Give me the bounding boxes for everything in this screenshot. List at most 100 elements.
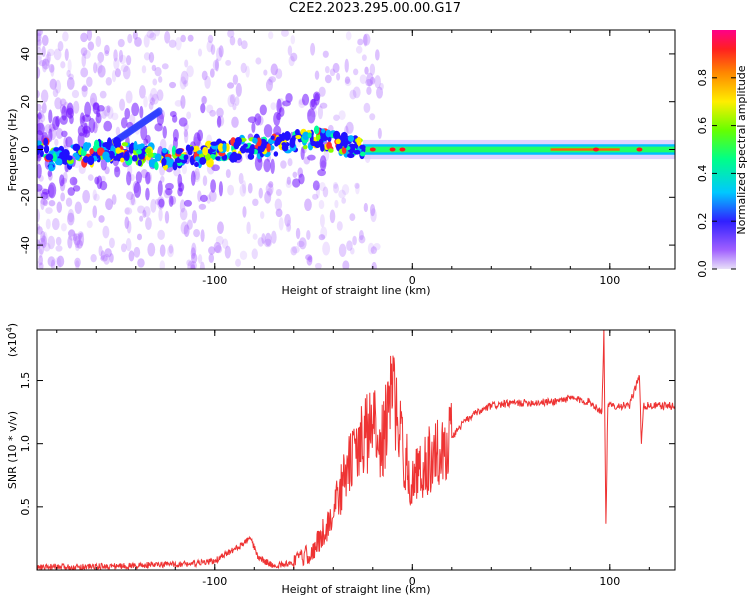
spectrogram-ridge-blob	[82, 155, 89, 163]
spectrogram-panel: -100 0 100 -40 -20 0 20 40 Height of straight …	[6, 29, 676, 297]
snr-multiplier: (x104)	[5, 323, 19, 357]
spectrogram-noise-dot	[48, 200, 56, 207]
spectrogram-noise-dot	[93, 193, 100, 202]
spectrogram-noise-dot	[67, 229, 76, 237]
spectrogram-noise-dot	[242, 206, 247, 218]
spectrogram-ridge-blob	[343, 140, 348, 149]
spectrogram-noise-dot	[37, 38, 42, 46]
spectrogram-noise-dot	[148, 101, 154, 110]
spectrogram-blob	[254, 113, 262, 126]
spectrogram-noise-dot	[93, 62, 98, 74]
spectrogram-band-core	[550, 148, 620, 151]
spectrogram-blob	[77, 132, 85, 148]
spectrogram-noise-dot	[109, 237, 115, 249]
spectrogram-noise-dot	[60, 192, 66, 202]
spectrogram-noise-dot	[304, 198, 312, 212]
spectrogram-noise-dot	[218, 45, 224, 58]
spectrogram-blob	[61, 130, 68, 138]
spectrogram-noise-dot	[64, 48, 69, 61]
spectrogram-noise-dot	[119, 54, 127, 65]
spectrogram-noise-dot	[40, 198, 48, 205]
spectrogram-noise-dot	[150, 198, 157, 213]
spectrogram-noise-dot	[124, 207, 130, 215]
spectrogram-noise-dot	[265, 78, 273, 92]
spectrogram-ridge-blob	[87, 155, 95, 166]
spectrogram-noise-dot	[127, 33, 133, 44]
spectrogram-noise-dot	[194, 168, 200, 181]
spectrogram-noise-dot	[319, 102, 328, 109]
spectrogram-noise-dot	[280, 160, 287, 169]
spectrogram-noise-dot	[78, 232, 85, 247]
spectrogram-x-tick-label: 100	[599, 274, 620, 287]
spectrogram-noise-dot	[191, 252, 198, 264]
spectrogram-ridge-blob	[202, 146, 209, 156]
spectrogram-noise-dot	[114, 68, 121, 78]
spectrogram-ridge-blob	[147, 152, 154, 158]
spectrogram-noise-dot	[268, 76, 277, 83]
spectrogram-noise-dot	[333, 183, 340, 194]
spectrogram-noise-dot	[54, 138, 59, 147]
spectrogram-noise-dot	[37, 30, 42, 40]
spectrogram-ridge-blob	[217, 143, 225, 152]
spectrogram-noise-dot	[137, 205, 145, 214]
spectrogram-blob	[48, 109, 53, 124]
spectrogram-noise-dot	[126, 191, 134, 201]
spectrogram-blob	[200, 103, 206, 114]
spectrogram-ridge-blob	[325, 129, 332, 138]
spectrogram-noise-dot	[37, 39, 42, 49]
spectrogram-noise-dot	[60, 61, 66, 69]
spectrogram-ridge-blob	[154, 153, 162, 162]
spectrogram-noise-dot	[329, 68, 336, 77]
spectrogram-noise-dot	[42, 199, 48, 207]
spectrogram-ridge-blob	[102, 151, 110, 161]
colorbar-tick-label: 0.8	[696, 69, 709, 87]
spectrogram-ridge-blob	[335, 138, 341, 145]
spectrogram-noise-dot	[38, 262, 44, 269]
spectrogram-ridge-blob	[295, 134, 302, 140]
spectrogram-noise-dot	[67, 235, 73, 249]
spectrogram-noise-dot	[96, 61, 103, 74]
spectrogram-noise-dot	[180, 95, 186, 109]
spectrogram-noise-dot	[115, 126, 121, 136]
spectrogram-blob	[92, 102, 100, 110]
spectrogram-x-tick-label: -100	[202, 274, 227, 287]
spectrogram-noise-dot	[86, 30, 93, 41]
spectrogram-ridge-blob	[123, 151, 130, 162]
spectrogram-noise-dot	[353, 68, 359, 76]
spectrogram-noise-dot	[312, 193, 319, 200]
spectrogram-noise-dot	[201, 70, 208, 81]
spectrogram-noise-dot	[113, 57, 120, 70]
spectrogram-noise-dot	[95, 35, 102, 48]
spectrogram-noise-dot	[324, 74, 332, 84]
spectrogram-noise-dot	[46, 51, 52, 63]
spectrogram-noise-dot	[106, 105, 111, 113]
spectrogram-ridge-blob	[51, 153, 58, 162]
spectrogram-noise-dot	[186, 259, 192, 267]
spectrogram-noise-dot	[290, 246, 298, 256]
spectrogram-blob	[317, 169, 326, 177]
spectrogram-noise-dot	[81, 53, 87, 68]
spectrogram-noise-dot	[54, 79, 62, 94]
spectrogram-noise-dot	[355, 45, 363, 54]
spectrogram-noise-dot	[206, 40, 214, 53]
spectrogram-noise-dot	[350, 247, 355, 255]
spectrogram-noise-dot	[77, 231, 84, 238]
spectrogram-noise-dot	[80, 32, 88, 43]
spectrogram-noise-dot	[191, 210, 198, 224]
spectrogram-noise-dot	[82, 189, 91, 204]
spectrogram-noise-dot	[197, 48, 203, 57]
spectrogram-noise-dot	[56, 201, 63, 213]
spectrogram-noise-dot	[232, 74, 239, 85]
spectrogram-noise-dot	[130, 193, 136, 206]
spectrogram-noise-dot	[377, 127, 382, 140]
spectrogram-noise-dot	[76, 239, 83, 249]
spectrogram-noise-dot	[157, 229, 165, 240]
spectrogram-noise-dot	[38, 255, 43, 266]
spectrogram-noise-dot	[159, 244, 166, 257]
spectrogram-noise-dot	[83, 49, 91, 59]
spectrogram-noise-dot	[333, 181, 339, 189]
spectrogram-ridge-blob	[43, 137, 49, 146]
spectrogram-blob	[96, 108, 101, 118]
spectrogram-noise-dot	[229, 93, 236, 105]
spectrogram-ridge-blob	[39, 149, 44, 157]
